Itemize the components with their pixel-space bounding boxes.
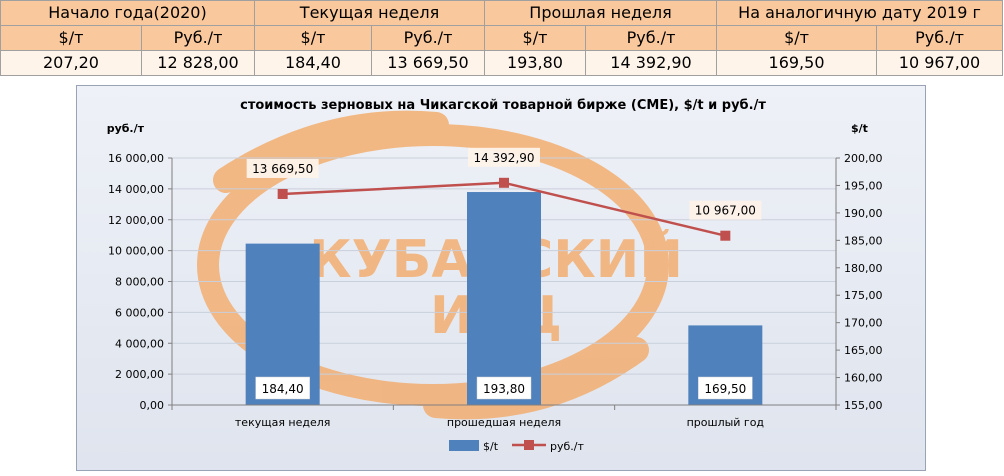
group-header-last-week: Прошлая неделя — [483, 0, 718, 26]
left-tick-label: 12 000,00 — [108, 214, 164, 227]
unit-header: Руб./т — [876, 25, 1004, 51]
unit-header: $/т — [484, 25, 586, 51]
value-cell: 193,80 — [484, 50, 586, 76]
left-tick-label: 0,00 — [140, 399, 165, 412]
line-series: 13 669,50 14 392,90 10 967,00 — [246, 147, 762, 241]
value-cell: 14 392,90 — [584, 50, 718, 76]
line-data-label-box — [468, 147, 540, 167]
bar-data-label: 193,80 — [483, 382, 525, 396]
value-cell: 13 669,50 — [371, 50, 485, 76]
left-tick-label: 10 000,00 — [108, 245, 164, 258]
right-axis-label: $/t — [851, 122, 868, 135]
right-tick-label: 185,00 — [844, 234, 883, 247]
line-data-label-box — [246, 158, 319, 178]
left-tick-label: 16 000,00 — [108, 152, 164, 165]
left-axis-label: руб./т — [107, 122, 145, 135]
line-data-label-box — [689, 200, 762, 220]
legend-bar-swatch — [449, 440, 479, 451]
left-axis: 0,00 2 000,00 4 000,00 6 000,00 8 000,00 10 0… — [108, 152, 173, 412]
group-header-year-start: Начало года(2020) — [0, 0, 255, 26]
unit-header: Руб./т — [371, 25, 485, 51]
category-label: прошедшая неделя — [447, 416, 561, 429]
legend-bar-label: $/t — [483, 440, 499, 453]
line-marker — [720, 230, 731, 241]
unit-header: $/т — [254, 25, 372, 51]
chart-container: КУБАНСКИЙ ИАЦ стоимость зерновых на Чика… — [76, 85, 926, 471]
bar-data-label: 169,50 — [704, 382, 746, 396]
chart-title: стоимость зерновых на Чикагской товарной… — [240, 98, 766, 113]
line-marker — [499, 177, 509, 188]
value-cell: 10 967,00 — [876, 50, 1004, 76]
left-tick-label: 4 000,00 — [115, 337, 164, 350]
bar-data-label-box — [698, 376, 753, 400]
right-axis: 155,00 160,00 165,00 170,00 175,00 180,00 185,… — [835, 152, 883, 412]
grain-price-chart: КУБАНСКИЙ ИАЦ стоимость зерновых на Чика… — [76, 85, 926, 471]
category-label: прошлый год — [687, 416, 765, 429]
value-cell: 184,40 — [254, 50, 372, 76]
right-tick-label: 160,00 — [844, 372, 883, 385]
right-tick-label: 180,00 — [844, 262, 883, 275]
value-cell: 207,20 — [0, 50, 142, 76]
right-tick-label: 170,00 — [844, 317, 883, 330]
right-tick-label: 155,00 — [844, 399, 883, 412]
bar — [467, 192, 541, 405]
bar-data-label: 184,40 — [262, 382, 304, 396]
value-cell: 12 828,00 — [141, 50, 255, 76]
left-tick-label: 2 000,00 — [115, 368, 164, 381]
legend-line-marker — [524, 440, 534, 450]
right-tick-label: 175,00 — [844, 289, 883, 302]
category-label: текущая неделя — [235, 416, 331, 429]
legend-line-label: руб./т — [550, 440, 584, 453]
line-data-label: 10 967,00 — [695, 204, 756, 218]
right-tick-label: 165,00 — [844, 344, 883, 357]
unit-header: $/т — [716, 25, 878, 51]
line-marker — [277, 188, 288, 199]
unit-header: $/т — [0, 25, 142, 51]
line-data-label: 13 669,50 — [252, 162, 313, 176]
right-tick-label: 195,00 — [844, 179, 883, 192]
category-axis: текущая неделя прошедшая неделя прошлый го… — [171, 404, 837, 429]
group-header-same-date-2019: На аналогичную дату 2019 г — [716, 0, 1004, 26]
price-table: Начало года(2020) Текущая неделя Прошлая… — [0, 0, 1004, 76]
value-cell: 169,50 — [716, 50, 878, 76]
right-tick-label: 200,00 — [844, 152, 883, 165]
line-data-label: 14 392,90 — [473, 151, 534, 165]
right-tick-label: 190,00 — [844, 207, 883, 220]
bar-series: 184,40 193,80 169,50 — [245, 192, 763, 405]
left-tick-label: 6 000,00 — [115, 306, 164, 319]
left-tick-label: 14 000,00 — [108, 183, 164, 196]
bar-data-label-box — [255, 376, 310, 400]
unit-header: Руб./т — [141, 25, 255, 51]
legend: $/t руб./т — [449, 440, 584, 453]
group-header-current-week: Текущая неделя — [254, 0, 485, 26]
left-tick-label: 8 000,00 — [115, 276, 164, 289]
unit-header: Руб./т — [584, 25, 718, 51]
bar-data-label-box — [476, 376, 532, 400]
